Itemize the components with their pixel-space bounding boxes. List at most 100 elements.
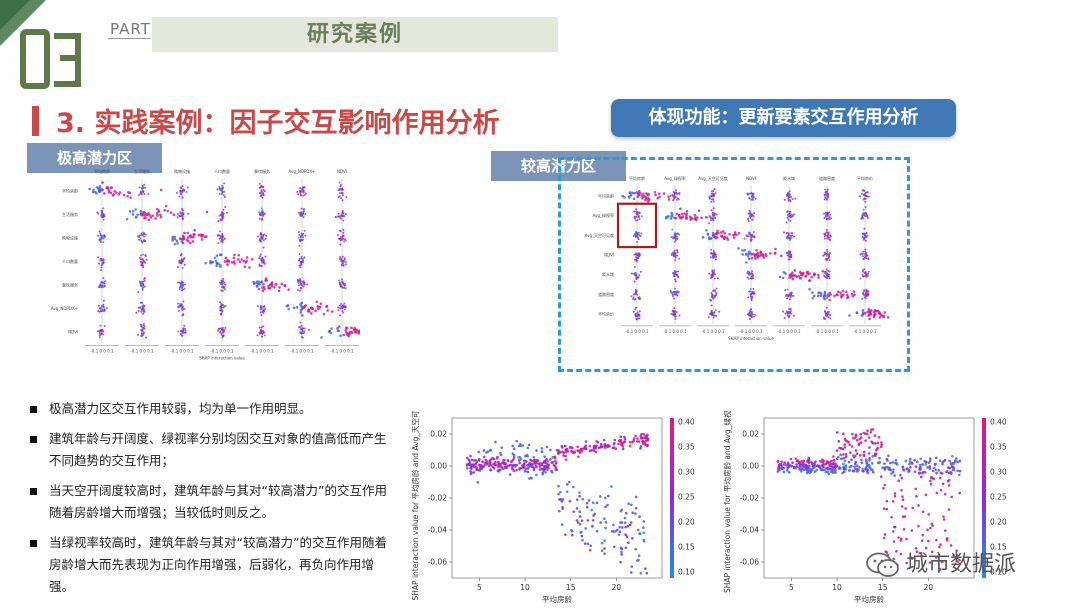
- matrix-point: [217, 220, 220, 223]
- matrix-point: [636, 236, 639, 239]
- matrix-point: [178, 305, 181, 308]
- matrix-point: [833, 294, 836, 298]
- matrix-point: [676, 294, 679, 297]
- matrix-point: [640, 194, 644, 198]
- matrix-point: [675, 212, 679, 216]
- matrix-point: [829, 317, 832, 320]
- matrix-point: [143, 305, 146, 308]
- bullet-text: 当绿视率较高时，建筑年龄与其对“较高潜力”的交互作用随着房龄增大而先表现为正向作…: [49, 535, 387, 594]
- matrix-point: [750, 275, 753, 278]
- matrix-point: [137, 333, 140, 336]
- matrix-point: [753, 292, 756, 295]
- data-point: [948, 459, 951, 463]
- matrix-point: [674, 293, 677, 296]
- matrix-point: [749, 310, 752, 313]
- matrix-point: [672, 199, 675, 202]
- matrix-point: [790, 256, 793, 259]
- data-point: [588, 548, 592, 552]
- matrix-point: [303, 229, 306, 232]
- data-point: [826, 470, 830, 474]
- matrix-point: [142, 331, 145, 334]
- data-point: [565, 490, 569, 493]
- colorbar-tick-label: 0.10: [990, 568, 1007, 577]
- matrix-point: [828, 254, 831, 257]
- matrix-point: [712, 200, 715, 203]
- data-point: [947, 466, 950, 469]
- data-point: [570, 450, 574, 453]
- data-point: [952, 553, 955, 557]
- y-tick-label: -0.02: [428, 494, 448, 503]
- matrix-point: [674, 252, 677, 255]
- data-point: [591, 518, 595, 522]
- matrix-point: [338, 192, 341, 195]
- data-point: [873, 442, 877, 445]
- data-point: [861, 467, 864, 471]
- data-point: [603, 552, 606, 555]
- matrix-point: [637, 193, 641, 196]
- matrix-point: [220, 312, 223, 315]
- matrix-point: [258, 255, 261, 258]
- data-point: [558, 498, 561, 501]
- data-point: [787, 471, 791, 474]
- matrix-point: [747, 257, 751, 261]
- data-point: [798, 461, 801, 464]
- data-point: [831, 469, 835, 472]
- data-point: [921, 533, 924, 537]
- matrix-point: [138, 193, 141, 196]
- data-point: [894, 458, 898, 462]
- matrix-point: [143, 327, 146, 330]
- data-point: [568, 499, 572, 503]
- matrix-point: [826, 190, 829, 193]
- matrix-point: [142, 264, 145, 267]
- matrix-point: [748, 231, 751, 234]
- data-point: [928, 561, 932, 564]
- matrix-point: [865, 295, 868, 298]
- data-point: [852, 469, 856, 473]
- data-point: [834, 468, 837, 472]
- matrix-point: [186, 231, 190, 235]
- matrix-point: [131, 213, 135, 216]
- matrix-point: [785, 294, 788, 297]
- matrix-point: [646, 193, 650, 197]
- matrix-point: [694, 218, 698, 222]
- matrix-point: [672, 312, 675, 315]
- matrix-point: [341, 286, 344, 289]
- matrix-point: [343, 240, 346, 243]
- matrix-point: [169, 211, 173, 215]
- data-point: [586, 519, 590, 522]
- matrix-point: [666, 215, 670, 218]
- data-point: [637, 440, 641, 443]
- data-point: [939, 471, 943, 475]
- matrix-point: [623, 196, 626, 199]
- matrix-point: [865, 191, 868, 194]
- matrix-point: [712, 190, 715, 193]
- data-point: [512, 455, 516, 459]
- matrix-point: [219, 309, 222, 312]
- matrix-point: [862, 270, 865, 273]
- data-point: [603, 517, 606, 521]
- matrix-point: [220, 238, 223, 241]
- matrix-point: [221, 235, 224, 238]
- matrix-point: [670, 312, 673, 315]
- data-point: [550, 469, 553, 473]
- matrix-point: [221, 241, 224, 244]
- matrix-point: [187, 212, 190, 215]
- matrix-point: [827, 253, 830, 256]
- data-point: [469, 454, 472, 458]
- bullet-text: 极高潜力区交互作用较弱，均为单一作用明显。: [49, 401, 312, 416]
- matrix-point: [673, 254, 676, 257]
- matrix-point: [709, 237, 712, 241]
- data-point: [828, 463, 831, 467]
- data-point: [496, 455, 499, 459]
- matrix-point: [141, 258, 144, 261]
- matrix-point: [712, 257, 715, 260]
- matrix-point: [862, 275, 865, 278]
- data-point: [623, 516, 627, 520]
- matrix-point: [778, 275, 782, 279]
- matrix-point: [101, 234, 104, 237]
- matrix-point: [99, 330, 102, 333]
- matrix-point: [781, 310, 784, 313]
- matrix-row-label: Avg_NDPDX+: [51, 306, 78, 311]
- matrix-point: [98, 334, 101, 337]
- matrix-point: [712, 312, 715, 315]
